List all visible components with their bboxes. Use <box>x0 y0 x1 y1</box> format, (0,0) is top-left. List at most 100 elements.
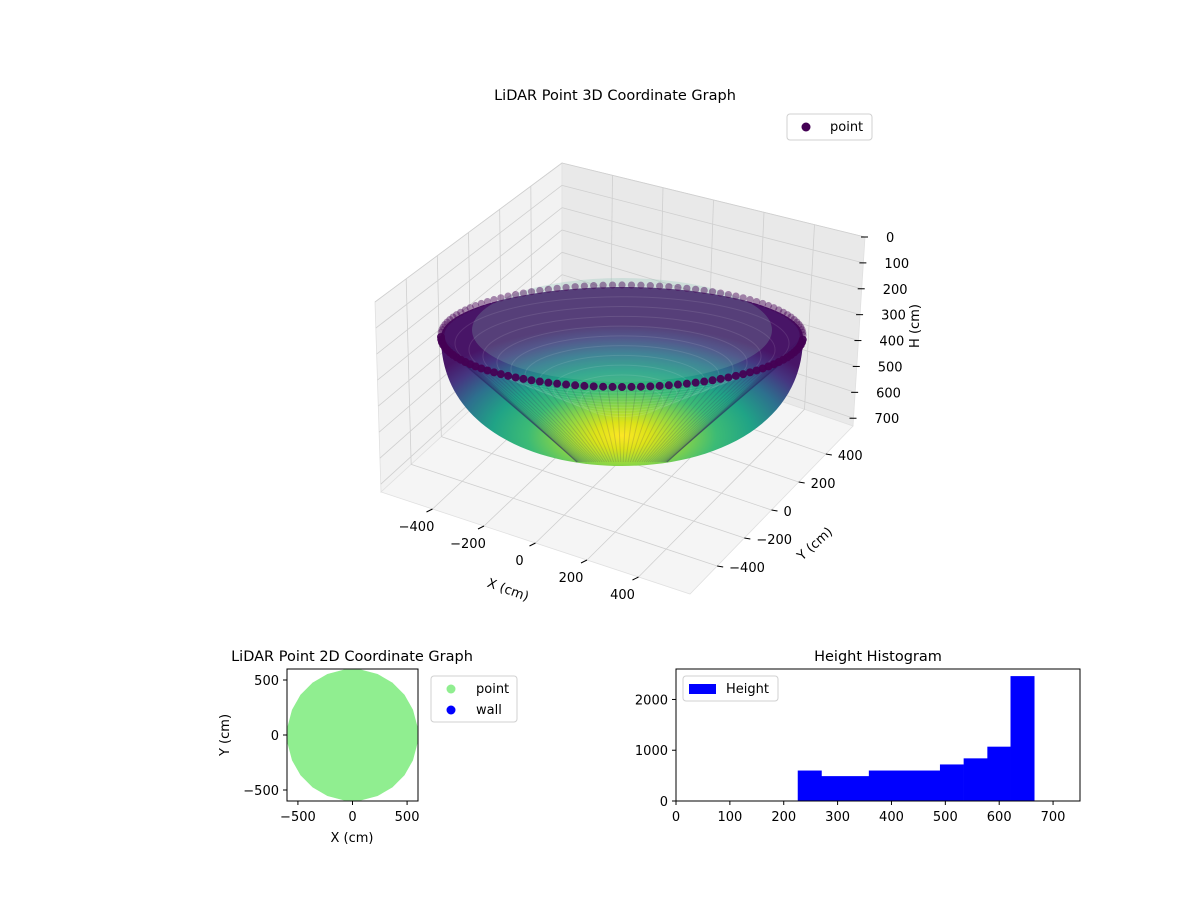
bowl-meridian <box>597 386 617 463</box>
rim-point <box>453 311 461 319</box>
rim-point <box>618 281 626 289</box>
rim-point <box>636 382 645 391</box>
x-tick-label-hist: 600 <box>987 810 1012 825</box>
rim-point <box>608 281 617 289</box>
bowl-meridian <box>542 381 603 463</box>
y-tick-3d <box>798 481 805 484</box>
rim-point <box>724 290 732 299</box>
histogram-title: Height Histogram <box>814 649 942 665</box>
y-tick-3d <box>771 509 778 512</box>
x-axis-label-3d: X (cm) <box>485 576 531 605</box>
bowl-meridian <box>525 379 599 463</box>
y-tick-label-3d: 0 <box>784 505 792 520</box>
x-tick-label-3d: 200 <box>559 571 584 586</box>
axes-hist-frame <box>675 668 1081 802</box>
z-tick-label-3d: 600 <box>876 386 901 401</box>
bowl-meridian <box>643 380 711 463</box>
rim-point <box>716 374 725 383</box>
grid-line-z <box>561 184 864 264</box>
rim-point <box>544 285 552 293</box>
rim-point <box>438 326 446 334</box>
chart-3d: LiDAR Point 3D Coordinate Graph −400 −200… <box>374 88 923 605</box>
legend-2d-point-label: point <box>476 682 509 697</box>
bowl-meridian <box>456 357 582 463</box>
histogram-bar <box>939 764 964 801</box>
bowl-meridian <box>651 374 742 463</box>
x-tick-label-3d: −400 <box>399 520 435 535</box>
legend-2d-wall-marker <box>446 705 456 715</box>
histogram-bar <box>1010 676 1035 801</box>
bowl-ring <box>482 315 762 397</box>
bowl-meridian <box>461 359 583 463</box>
bowl-meridian <box>587 385 615 463</box>
bowl-meridian <box>607 386 619 463</box>
rim-point <box>496 370 505 379</box>
bowl-meridian <box>533 380 601 463</box>
legend-hist[interactable]: Height <box>682 675 779 702</box>
rim-point <box>535 377 544 386</box>
y-tick-3d <box>717 565 724 568</box>
grid-line-z <box>561 162 866 238</box>
rim-point <box>571 381 580 390</box>
legend-3d[interactable]: point <box>786 113 873 141</box>
grid-line-y-wall <box>436 255 442 437</box>
rim-point <box>692 285 700 293</box>
rim-point <box>504 292 512 300</box>
bowl-meridian <box>639 382 693 463</box>
rim-point <box>673 380 682 389</box>
ticks-2d: −500−500 0 0 500 500 <box>243 674 419 825</box>
x-tick-label-2d: 500 <box>395 810 420 825</box>
rim-point <box>787 313 795 321</box>
bowl-meridian <box>488 370 590 463</box>
rim-point <box>752 366 761 375</box>
z-tick-label-3d: 200 <box>883 283 908 298</box>
legend-2d[interactable]: point wall <box>430 675 518 723</box>
rim-point <box>504 371 513 380</box>
bowl-meridian <box>665 349 797 463</box>
grid-line-y <box>411 463 718 567</box>
bowl-meridian <box>660 362 779 463</box>
bowl-ring <box>496 325 748 400</box>
x-tick-label-hist: 0 <box>672 810 680 825</box>
legend-2d-point-marker <box>446 684 456 694</box>
rim-point <box>446 315 454 324</box>
rim-point <box>775 306 783 314</box>
chart-2d-title: LiDAR Point 2D Coordinate Graph <box>231 649 473 665</box>
rim-point <box>483 366 492 375</box>
rim-point <box>562 283 570 292</box>
rim-point <box>483 297 492 306</box>
bowl-rim-points <box>437 281 807 391</box>
histogram-bar <box>963 758 988 801</box>
rim-point <box>441 321 449 329</box>
bowl-meridian <box>502 374 593 463</box>
bowl-meridian <box>470 364 585 463</box>
histogram-bar <box>987 746 1011 801</box>
rim-point <box>739 370 748 379</box>
bowl-meridian <box>560 383 608 463</box>
rim-point <box>656 282 664 290</box>
rim-point <box>519 374 528 383</box>
grid-line-z-left <box>377 229 563 381</box>
rim-point <box>590 282 598 290</box>
x-tick-label-3d: 0 <box>515 554 523 569</box>
histogram-bar <box>821 776 870 801</box>
rim-point <box>793 318 801 326</box>
x-tick-label-hist: 700 <box>1041 810 1066 825</box>
rim-point <box>783 311 791 319</box>
z-axis-label-3d: H (cm) <box>908 304 923 348</box>
chart-3d-title: LiDAR Point 3D Coordinate Graph <box>494 88 736 104</box>
rim-point <box>599 281 607 289</box>
rim-point <box>731 371 740 380</box>
bowl-meridian <box>634 384 675 463</box>
bowl-meridian <box>495 372 591 463</box>
point-cloud-bowl <box>437 278 807 466</box>
y-tick-label-3d: −400 <box>729 561 765 576</box>
y-tick-label-2d: −500 <box>243 784 279 799</box>
bowl-meridian <box>656 368 762 463</box>
rim-point <box>580 282 588 290</box>
bowl-meridian <box>663 354 791 463</box>
y-axis-label-2d: Y (cm) <box>218 714 233 757</box>
rim-point <box>544 378 553 387</box>
grid-line-y <box>441 436 745 539</box>
bowl-meridian <box>453 354 581 463</box>
